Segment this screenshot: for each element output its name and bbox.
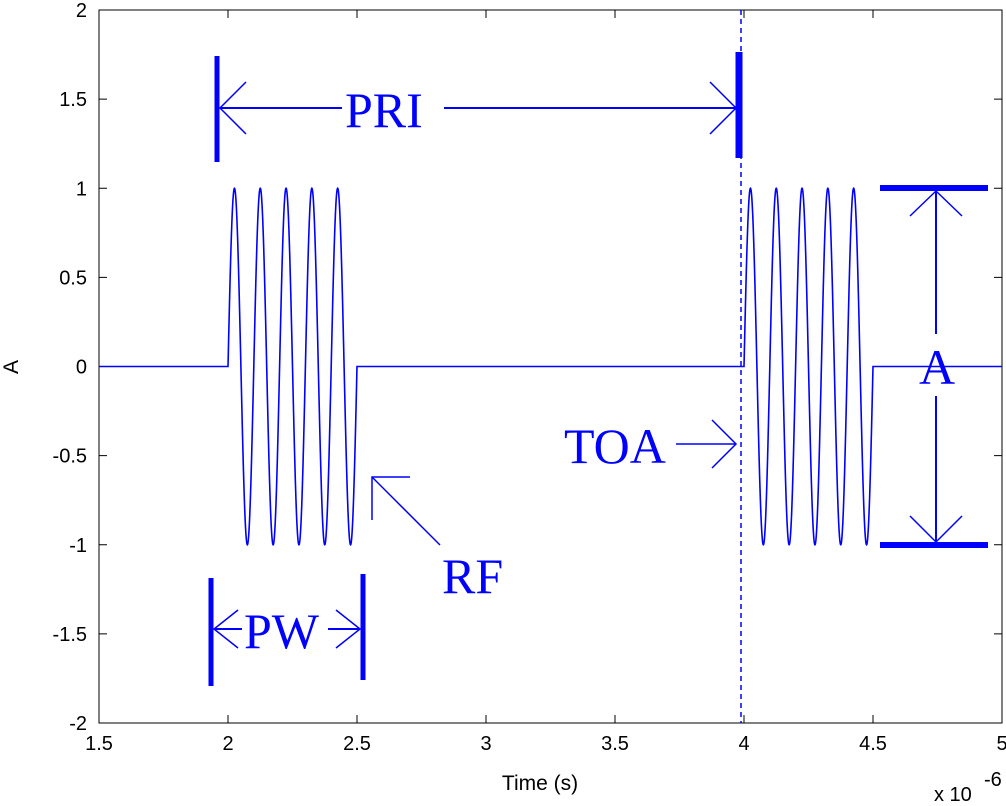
y-tick-label: 1 [76, 178, 87, 200]
y-tick-label: -1.5 [53, 624, 87, 646]
pw-annotation [208, 574, 366, 686]
x-axis-label: Time (s) [502, 772, 578, 795]
x-tick-label: 5 [996, 733, 1006, 755]
rf-label: RF [442, 548, 503, 604]
x-tick-label: 2.5 [343, 733, 371, 755]
x-tick-label: 3 [480, 733, 491, 755]
toa-annotation [676, 419, 738, 469]
x-tick-label: 2 [222, 733, 233, 755]
x-multiplier-label: x 10 [934, 784, 972, 806]
y-tick-label: 0.5 [59, 267, 87, 289]
rf-arrowhead [371, 476, 410, 520]
y-tick-label: -1 [69, 535, 87, 557]
pw-arrowhead-left [212, 609, 239, 649]
y-axis-label: A [0, 360, 23, 374]
x-tick-label: 3.5 [601, 733, 629, 755]
y-tick-label: 1.5 [59, 89, 87, 111]
pri-arrowhead-left [218, 81, 247, 135]
amplitude-arrowhead-top [909, 189, 963, 217]
rf-arrow-line [371, 476, 441, 546]
y-ticks: -2 -1.5 -1 -0.5 0 0.5 1 1.5 2 [53, 0, 1002, 735]
toa-arrowhead [711, 419, 738, 469]
toa-label: TOA [564, 418, 666, 474]
amplitude-label: A [919, 339, 955, 395]
x-tick-label: 1.5 [85, 733, 113, 755]
x-tick-label: 4 [738, 733, 749, 755]
pri-arrowhead-right [709, 81, 738, 135]
pri-label: PRI [345, 82, 423, 138]
y-tick-label: -2 [69, 713, 87, 735]
y-tick-label: 0 [76, 357, 87, 379]
rf-pulse-series-line [99, 187, 1002, 546]
pw-label: PW [244, 603, 320, 659]
amplitude-arrowhead-bottom [909, 515, 963, 544]
x-ticks: 1.5 2 2.5 3 3.5 4 4.5 5 [85, 10, 1006, 755]
x-tick-label: 4.5 [859, 733, 887, 755]
y-tick-label: -0.5 [53, 446, 87, 468]
pri-annotation [214, 52, 743, 162]
amplitude-annotation [880, 185, 988, 548]
pw-arrowhead-right [335, 609, 362, 649]
rf-annotation [371, 476, 441, 546]
y-tick-label: 2 [76, 0, 87, 22]
x-multiplier-exponent: -6 [984, 769, 1002, 791]
